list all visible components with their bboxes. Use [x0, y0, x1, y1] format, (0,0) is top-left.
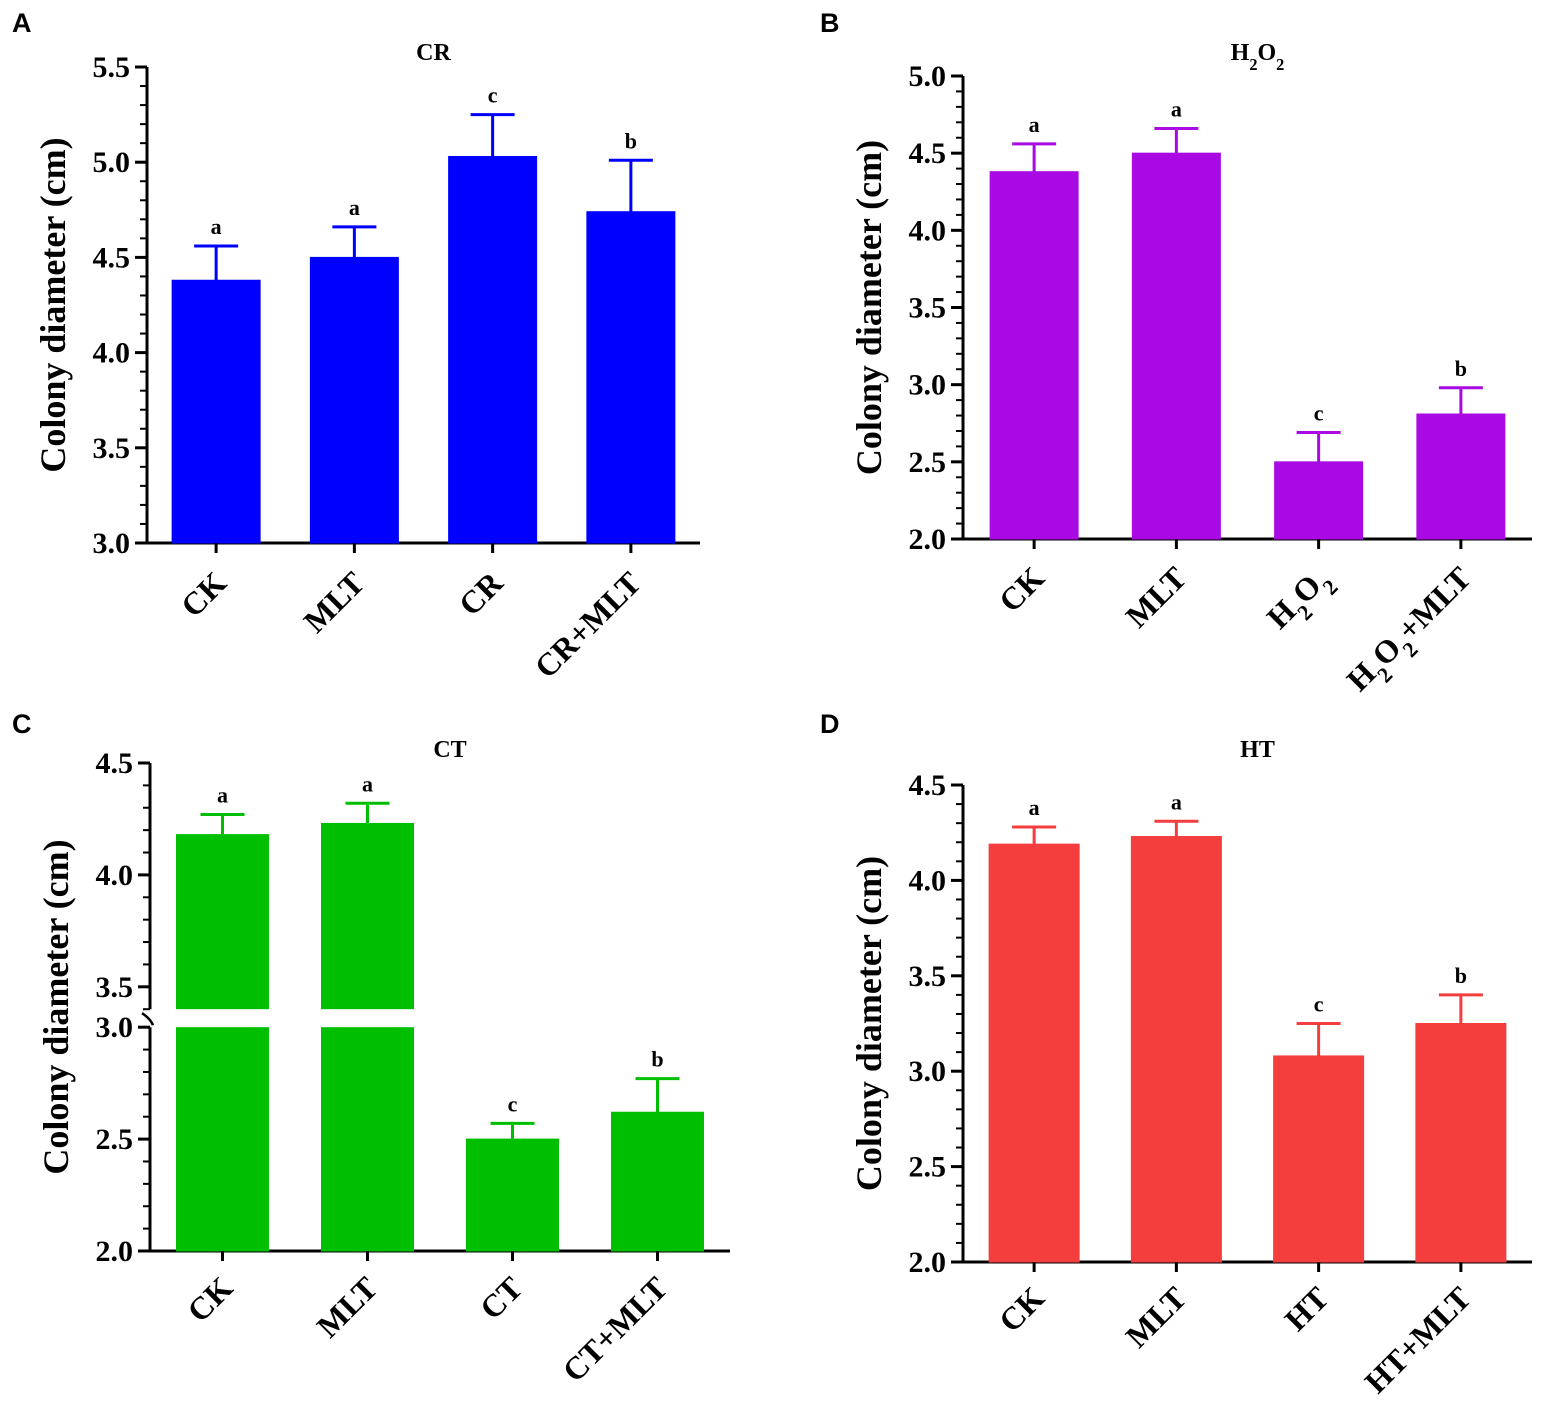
significance-letter: b: [1455, 963, 1467, 988]
significance-letter: a: [217, 782, 228, 807]
bar-cr: [448, 155, 538, 544]
y-axis-label: Colony diameter (cm): [849, 856, 889, 1191]
y-tick-label: 3.5: [93, 432, 131, 465]
x-tick-label: CT+MLT: [555, 1269, 674, 1388]
x-tick-label: H2O2+MLT: [1339, 559, 1484, 704]
significance-letter: c: [1314, 992, 1324, 1017]
significance-letter: a: [211, 214, 222, 239]
y-tick-label: 2.5: [96, 1123, 134, 1156]
y-tick-label: 5.0: [909, 60, 947, 93]
y-tick-label: 3.0: [93, 527, 131, 560]
y-axis-label: Colony diameter (cm): [36, 839, 76, 1174]
bar-h2o2+mlt: [1416, 413, 1506, 540]
x-tick-label: CK: [174, 564, 233, 623]
bar-h2o2: [1274, 461, 1364, 540]
significance-letter: c: [508, 1091, 518, 1116]
y-tick-label: 3.0: [909, 369, 947, 402]
significance-letter: a: [349, 195, 360, 220]
y-tick-label: 4.5: [909, 137, 947, 170]
y-tick-label: 2.5: [909, 1151, 947, 1184]
y-tick-label: 3.0: [96, 1011, 134, 1044]
significance-letter: a: [362, 771, 373, 796]
x-tick-label: MLT: [1118, 1279, 1193, 1354]
y-tick-label: 4.5: [93, 241, 131, 274]
chart-title: CR: [416, 40, 451, 66]
chart-title: CT: [433, 737, 466, 763]
significance-letter: b: [651, 1047, 663, 1072]
significance-letter: b: [625, 128, 637, 153]
bar-ht: [1273, 1055, 1365, 1263]
panel-letter: C: [12, 709, 32, 739]
significance-letter: a: [1029, 795, 1040, 820]
panel-c: C CT Colony diameter (cm) 2.0 2.5 3.0 3.5 4.0 4.…: [12, 709, 730, 1389]
y-tick-label: 2.5: [909, 446, 947, 479]
y-tick-label: 4.0: [909, 214, 947, 247]
y-tick-label: 2.0: [909, 1246, 947, 1279]
bar-mlt: [309, 256, 399, 544]
x-tick-label: CR: [451, 564, 510, 623]
y-tick-label: 4.0: [909, 864, 947, 897]
x-tick-label: CK: [992, 559, 1051, 618]
significance-letter: a: [1171, 789, 1182, 814]
x-tick-label: HT: [1277, 1279, 1335, 1337]
significance-letter: b: [1455, 356, 1467, 381]
panel-letter: B: [820, 8, 840, 38]
chart-title: HT: [1240, 737, 1275, 763]
bar-mlt: [321, 822, 414, 1252]
x-tick-label: H2O2: [1260, 559, 1343, 642]
y-tick-label: 2.0: [909, 523, 947, 556]
x-tick-label: CK: [180, 1269, 239, 1328]
y-tick-label: 5.0: [93, 146, 131, 179]
x-tick-label: MLT: [1118, 559, 1193, 634]
panel-b: B H2O2 Colony diameter (cm) 2.0 2.5 3.0 3.5 4.0…: [820, 8, 1532, 704]
bar-ck: [989, 171, 1079, 540]
significance-letter: c: [488, 83, 498, 108]
y-tick-label: 3.5: [909, 960, 947, 993]
bar-break-gap: [174, 1009, 271, 1028]
x-tick-label: CK: [992, 1279, 1051, 1338]
bar-ht+mlt: [1415, 1023, 1507, 1263]
y-tick-label: 5.5: [93, 51, 131, 84]
y-tick-label: 4.5: [96, 747, 134, 780]
x-tick-label: MLT: [310, 1269, 385, 1344]
bar-ck: [171, 279, 261, 544]
significance-letter: a: [1171, 96, 1182, 121]
x-tick-label: HT+MLT: [1357, 1279, 1478, 1400]
panel-letter: A: [12, 8, 32, 38]
bar-cr+mlt: [586, 211, 676, 544]
bar-mlt: [1131, 152, 1221, 540]
bar-ck: [988, 843, 1080, 1263]
y-tick-label: 4.0: [96, 859, 134, 892]
chart-title: H2O2: [1231, 40, 1285, 74]
bar-mlt: [1130, 836, 1222, 1263]
y-tick-label: 3.5: [909, 292, 947, 325]
bar-ck: [176, 834, 269, 1252]
y-tick-label: 4.5: [909, 769, 947, 802]
significance-letter: c: [1314, 401, 1324, 426]
x-tick-label: MLT: [296, 564, 371, 639]
significance-letter: a: [1029, 112, 1040, 137]
y-tick-label: 2.0: [96, 1235, 134, 1268]
bar-break-gap: [319, 1009, 416, 1028]
y-tick-label: 3.0: [909, 1055, 947, 1088]
bar-ct: [466, 1138, 559, 1252]
x-tick-label: CR+MLT: [527, 564, 647, 684]
y-axis-label: Colony diameter (cm): [849, 140, 889, 475]
axis-break-mark: [141, 1012, 155, 1026]
x-tick-label: CT: [473, 1269, 530, 1326]
y-axis-label: Colony diameter (cm): [33, 137, 73, 472]
panel-a: A CR Colony diameter (cm) 3.0 3.5 4.0 4.5 5.0 5.…: [12, 8, 700, 685]
y-tick-label: 3.5: [96, 971, 134, 1004]
panel-letter: D: [820, 709, 840, 739]
panel-d: D HT Colony diameter (cm) 2.0 2.5 3.0 3.5 4.0 4.…: [820, 709, 1532, 1400]
bar-ct+mlt: [611, 1111, 704, 1252]
y-tick-label: 4.0: [93, 337, 131, 370]
